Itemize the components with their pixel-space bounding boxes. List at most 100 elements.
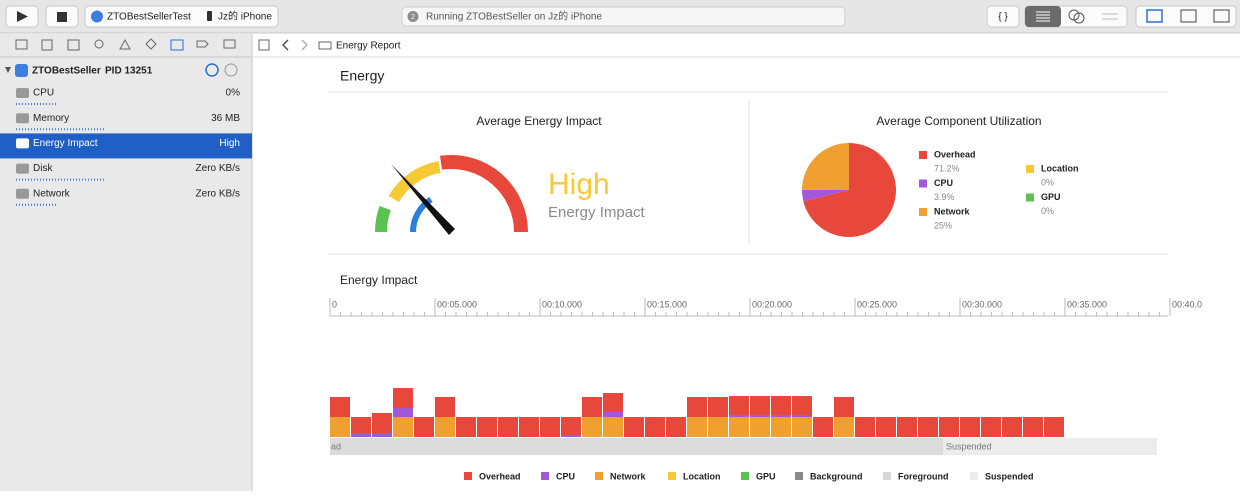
energy-bar-segment xyxy=(729,415,749,417)
energy-bar-segment xyxy=(435,417,455,437)
device-name: Jz的 iPhone xyxy=(218,10,272,23)
energy-bar-segment xyxy=(750,417,770,437)
gauge-icon xyxy=(16,138,29,149)
energy-gauge xyxy=(374,155,528,233)
energy-bar-segment xyxy=(876,417,896,437)
panel-toggles[interactable] xyxy=(1135,5,1237,28)
energy-bar-segment xyxy=(708,397,728,417)
legend-swatch xyxy=(668,472,676,480)
state-label: ad xyxy=(331,441,341,451)
selected-row xyxy=(0,133,252,159)
utilization-pie: Overhead 71.2% CPU 3.9% Network 25% Location 0%… xyxy=(802,143,1079,237)
energy-bar-segment xyxy=(813,417,833,437)
legend-name: Network xyxy=(610,471,647,481)
debug-toggle[interactable] xyxy=(1180,9,1197,23)
legend-name: Background xyxy=(810,471,863,481)
navigator xyxy=(0,34,252,491)
energy-bar-segment xyxy=(771,396,791,415)
legend-name: CPU xyxy=(934,178,953,188)
energy-bar-segment xyxy=(561,417,581,435)
energy-bar-segment xyxy=(582,417,602,437)
navigator-toggle[interactable] xyxy=(1146,9,1163,23)
pie-slice xyxy=(803,143,897,237)
forward-button[interactable] xyxy=(301,39,308,51)
energy-bar-segment xyxy=(351,433,371,437)
time-label: 00:10.000 xyxy=(542,299,582,309)
energy-bar-segment xyxy=(834,417,854,437)
energy-bar-segment xyxy=(603,393,623,412)
legend-swatch xyxy=(1026,165,1034,173)
gauge-name: Memory xyxy=(33,113,69,124)
related-items[interactable] xyxy=(258,39,270,51)
energy-bar-segment xyxy=(792,396,812,415)
pie-slice xyxy=(802,143,849,190)
energy-bar-segment xyxy=(603,417,623,437)
report-title: Energy xyxy=(340,68,384,84)
status-badge-bg xyxy=(407,11,419,22)
scheme-name: ZTOBestSellerTest xyxy=(107,12,191,23)
run-icon xyxy=(17,11,28,22)
app-icon xyxy=(15,64,28,77)
legend-name: Network xyxy=(934,206,971,216)
editor-button[interactable] xyxy=(986,5,1020,28)
impact-caption: Energy Impact xyxy=(548,204,646,221)
legend-swatch xyxy=(464,472,472,480)
legend-swatch xyxy=(1026,193,1034,202)
legend-name: GPU xyxy=(1041,192,1061,202)
energy-bar-segment xyxy=(729,417,749,437)
energy-bar-segment xyxy=(414,417,434,437)
state-foreground xyxy=(330,438,943,455)
status-badge: 2 xyxy=(411,14,415,21)
scheme-selector[interactable] xyxy=(84,5,279,28)
process-options[interactable] xyxy=(224,63,238,77)
version-icon xyxy=(1102,13,1118,20)
status-bar xyxy=(401,6,846,27)
debug-options[interactable] xyxy=(205,63,219,77)
energy-bar-segment xyxy=(1044,417,1064,437)
energy-bar-segment xyxy=(435,397,455,417)
legend-name: CPU xyxy=(556,471,575,481)
timeline-title: Energy Impact xyxy=(340,273,418,287)
legend-swatch xyxy=(883,472,891,480)
energy-bar-segment xyxy=(582,397,602,417)
gauge-icon xyxy=(16,113,29,124)
energy-bar-segment xyxy=(330,397,350,417)
energy-bar-segment xyxy=(477,417,497,437)
device-icon xyxy=(207,11,212,21)
gauge-list: CPU 0% Memory 36 MB Energy Impact High Disk Zer… xyxy=(0,88,252,206)
gauge-value: Zero KB/s xyxy=(196,163,240,174)
inspector-toggle[interactable] xyxy=(1213,9,1230,23)
energy-bar-segment xyxy=(1023,417,1043,437)
energy-bar-segment xyxy=(897,417,917,437)
time-label: 00:05.000 xyxy=(437,299,477,309)
gauge-value: 36 MB xyxy=(211,113,240,124)
legend-value: 3.9% xyxy=(934,192,955,202)
energy-bar-segment xyxy=(456,417,476,437)
legend-swatch xyxy=(741,472,749,480)
energy-bar-segment xyxy=(708,417,728,437)
energy-bar-segment xyxy=(687,417,707,437)
time-label: 00:35.000 xyxy=(1067,299,1107,309)
energy-bar-segment xyxy=(792,415,812,417)
legend-name: Suspended xyxy=(985,471,1034,481)
legend-name: Overhead xyxy=(479,471,521,481)
stop-icon xyxy=(57,12,67,22)
legend-value: 71.2% xyxy=(934,163,960,173)
energy-bar-segment xyxy=(351,417,371,433)
energy-bar-segment xyxy=(750,415,770,417)
gauge-name: Network xyxy=(33,188,71,199)
gauge-name: CPU xyxy=(33,88,54,99)
legend-swatch xyxy=(541,472,549,480)
energy-bar-segment xyxy=(624,417,644,437)
energy-bar-segment xyxy=(666,417,686,437)
report-icon xyxy=(318,41,332,50)
back-button[interactable] xyxy=(282,39,289,51)
energy-bar-segment xyxy=(498,417,518,437)
process-name: ZTOBestSeller xyxy=(32,66,101,77)
energy-bar-segment xyxy=(393,388,413,408)
standard-editor-selected[interactable] xyxy=(1025,6,1061,27)
energy-bar-segment xyxy=(981,417,1001,437)
state-suspended xyxy=(943,438,1157,455)
